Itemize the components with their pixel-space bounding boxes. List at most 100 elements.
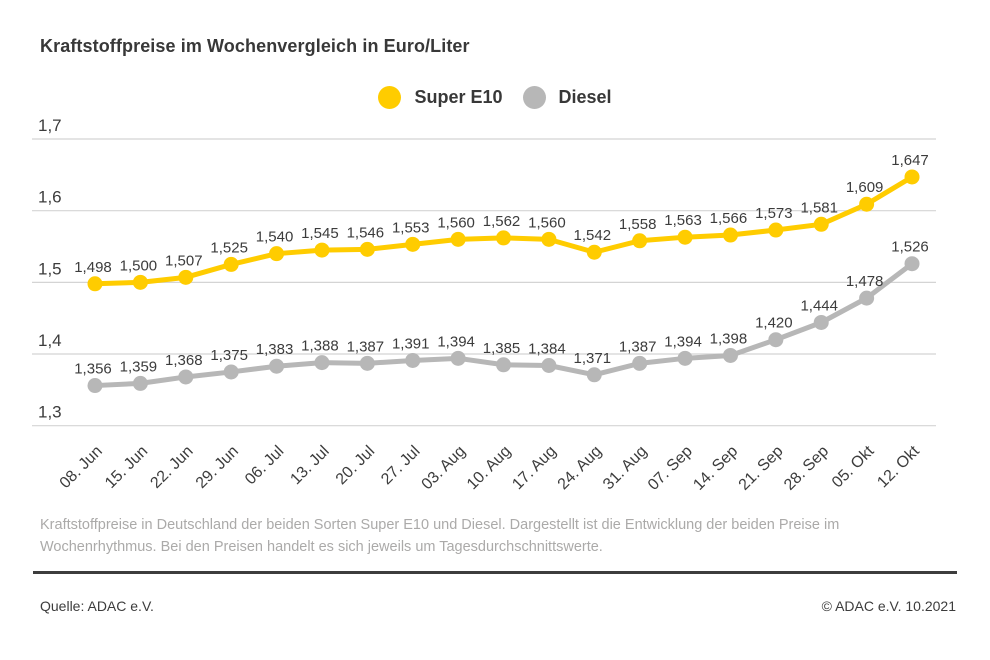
series-line-super-e10 (94, 174, 914, 287)
x-tick-label: 14. Sep (690, 443, 741, 494)
data-point-label-diesel: 1,420 (755, 315, 793, 332)
data-point-label-diesel: 1,359 (120, 358, 158, 375)
x-tick-label: 15. Jun (102, 443, 151, 492)
data-point-label-diesel: 1,394 (664, 333, 702, 350)
data-point-label-super-e10: 1,562 (483, 213, 521, 230)
data-point-super-e10 (450, 231, 466, 247)
data-point-label-super-e10: 1,609 (846, 179, 884, 196)
data-point-label-diesel: 1,478 (846, 273, 884, 290)
data-point-label-super-e10: 1,558 (619, 216, 657, 233)
data-point-label-super-e10: 1,525 (210, 239, 248, 256)
x-tick-label: 27. Jul (378, 443, 423, 488)
legend-dot-diesel (522, 86, 546, 109)
data-point-diesel (859, 290, 875, 306)
data-point-super-e10 (496, 230, 512, 246)
source-note: Quelle: ADAC e.V. (40, 598, 154, 614)
data-point-super-e10 (541, 231, 557, 247)
data-point-super-e10 (132, 274, 148, 290)
data-point-diesel (87, 378, 103, 394)
y-tick-label: 1,4 (38, 331, 62, 350)
data-point-super-e10 (813, 216, 829, 232)
legend-item-super-e10: Super E10 (378, 86, 503, 109)
x-tick-label: 12. Okt (874, 442, 923, 491)
data-point-super-e10 (768, 222, 784, 238)
data-point-label-super-e10: 1,545 (301, 225, 339, 242)
data-point-label-super-e10: 1,553 (392, 219, 430, 236)
data-point-super-e10 (632, 233, 648, 249)
data-point-super-e10 (359, 241, 375, 257)
data-point-label-diesel: 1,398 (710, 330, 748, 347)
copyright-note: © ADAC e.V. 10.2021 (821, 598, 956, 614)
legend-label-super-e10: Super E10 (414, 87, 503, 107)
x-tick-label: 10. Aug (464, 443, 514, 493)
data-point-diesel (496, 357, 512, 373)
data-point-super-e10 (269, 246, 285, 262)
y-tick-label: 1,3 (38, 403, 62, 422)
footer-divider (33, 571, 957, 574)
data-point-super-e10 (904, 169, 920, 185)
data-point-diesel (132, 375, 148, 391)
data-point-diesel (359, 355, 375, 371)
data-point-diesel (541, 357, 557, 373)
x-tick-label: 03. Aug (419, 443, 469, 493)
y-tick-label: 1,7 (38, 116, 62, 135)
data-point-super-e10 (314, 242, 330, 258)
data-point-label-diesel: 1,375 (210, 347, 248, 364)
data-point-label-super-e10: 1,498 (74, 259, 112, 276)
x-tick-label: 21. Sep (736, 443, 787, 494)
data-point-super-e10 (677, 229, 693, 245)
data-point-label-super-e10: 1,566 (710, 210, 748, 227)
data-point-label-super-e10: 1,507 (165, 252, 203, 269)
data-point-label-diesel: 1,356 (74, 361, 112, 378)
legend-item-diesel: Diesel (522, 86, 612, 109)
x-tick-label: 22. Jun (147, 443, 196, 492)
data-point-label-diesel: 1,384 (528, 340, 566, 357)
chart-description: Kraftstoffpreise in Deutschland der beid… (40, 517, 840, 555)
x-tick-label: 20. Jul (333, 443, 378, 488)
data-point-super-e10 (859, 196, 875, 212)
data-point-diesel (768, 332, 784, 348)
data-point-diesel (450, 350, 466, 366)
x-tick-label: 31. Aug (600, 443, 650, 493)
data-point-label-super-e10: 1,563 (664, 212, 702, 229)
data-point-label-diesel: 1,385 (483, 340, 521, 357)
data-point-super-e10 (586, 244, 602, 260)
data-point-diesel (223, 364, 239, 380)
data-point-label-super-e10: 1,542 (574, 227, 612, 244)
data-point-diesel (405, 352, 421, 368)
data-point-label-diesel: 1,368 (165, 352, 203, 369)
data-point-super-e10 (223, 256, 239, 272)
data-point-super-e10 (87, 276, 103, 292)
data-point-label-super-e10: 1,647 (891, 152, 929, 169)
data-point-label-diesel: 1,371 (574, 350, 612, 367)
x-tick-label: 17. Aug (509, 443, 559, 493)
x-tick-label: 24. Aug (555, 443, 605, 493)
chart-title: Kraftstoffpreise im Wochenvergleich in E… (40, 36, 470, 56)
data-point-diesel (269, 358, 285, 374)
data-point-label-super-e10: 1,560 (528, 214, 566, 231)
data-point-diesel (586, 367, 602, 383)
x-tick-label: 13. Jul (287, 443, 332, 488)
data-point-label-diesel: 1,388 (301, 338, 339, 355)
data-point-label-diesel: 1,387 (619, 338, 657, 355)
data-point-super-e10 (722, 227, 738, 243)
data-point-label-super-e10: 1,560 (437, 214, 475, 231)
data-point-diesel (632, 355, 648, 371)
x-tick-label: 05. Okt (829, 442, 878, 491)
data-point-label-super-e10: 1,581 (800, 199, 838, 216)
data-point-diesel (722, 347, 738, 363)
data-point-diesel (813, 314, 829, 330)
data-point-super-e10 (405, 236, 421, 252)
data-point-label-diesel: 1,391 (392, 335, 430, 352)
data-point-label-super-e10: 1,573 (755, 205, 793, 222)
data-point-diesel (314, 355, 330, 371)
data-point-label-super-e10: 1,546 (347, 224, 385, 241)
data-point-label-diesel: 1,387 (347, 338, 385, 355)
x-tick-label: 06. Jul (242, 443, 287, 488)
y-tick-label: 1,5 (38, 259, 62, 278)
legend-dot-super-e10 (378, 86, 402, 109)
data-point-super-e10 (178, 269, 194, 285)
data-point-diesel (178, 369, 194, 385)
data-point-label-diesel: 1,526 (891, 239, 929, 256)
